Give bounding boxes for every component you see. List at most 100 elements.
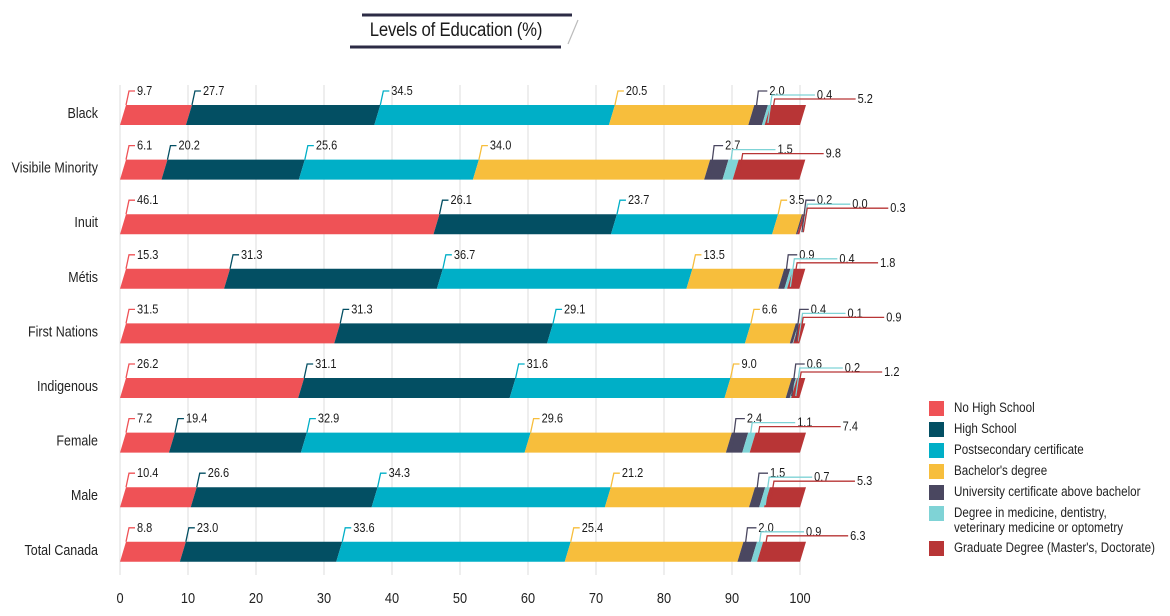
data-label: 23.0 <box>197 521 219 535</box>
bar-segment <box>334 323 554 344</box>
data-label: 0.2 <box>817 194 832 208</box>
category-label: Black <box>68 105 99 121</box>
bar-segment <box>433 214 617 235</box>
label-leader <box>767 94 815 124</box>
bar-segment <box>168 432 307 453</box>
legend-item: Postsecondary certificate <box>929 442 1170 458</box>
legend-swatch <box>929 443 944 458</box>
label-leader <box>691 254 702 269</box>
data-label: 15.3 <box>137 248 159 262</box>
data-label: 19.4 <box>186 412 208 426</box>
category-label: Visibile Minority <box>12 160 99 176</box>
label-leader <box>795 308 809 342</box>
bar-segment <box>120 268 231 289</box>
category-label: Male <box>71 487 98 503</box>
bar-segment <box>608 105 755 125</box>
title-decoration <box>350 13 579 49</box>
data-label: 31.6 <box>527 357 549 371</box>
bar-segment <box>757 541 806 562</box>
x-tick-label: 70 <box>589 589 603 606</box>
bar-segment <box>190 487 378 508</box>
data-label: 0.6 <box>807 357 823 371</box>
data-label: 3.5 <box>789 194 805 208</box>
bar-segment <box>547 323 751 344</box>
data-label: 0.4 <box>811 303 827 317</box>
label-leader <box>801 199 815 233</box>
bar-segment <box>298 159 479 180</box>
label-leader <box>709 144 724 178</box>
bar-segment <box>300 432 531 453</box>
data-label: 6.6 <box>762 303 778 317</box>
bar-segment <box>724 378 792 398</box>
data-label: 7.4 <box>843 420 859 434</box>
label-leader <box>125 90 135 106</box>
label-leader <box>610 472 620 488</box>
data-label: 31.3 <box>351 303 373 317</box>
label-leader <box>755 425 841 451</box>
bar-segment <box>778 268 791 289</box>
category-label: Total Canada <box>25 542 99 558</box>
chart-title-box: Levels of Education (%) <box>340 12 582 52</box>
bar-segment <box>120 214 440 235</box>
data-label: 5.2 <box>858 92 873 106</box>
data-label: 29.1 <box>564 303 585 317</box>
bar-segment <box>120 105 192 125</box>
data-label: 7.2 <box>137 412 152 426</box>
label-leader <box>306 417 316 433</box>
label-leader <box>738 152 824 178</box>
data-label: 25.4 <box>582 521 604 535</box>
bars <box>120 105 806 562</box>
data-label: 20.5 <box>626 84 648 98</box>
data-label: 29.6 <box>542 412 564 426</box>
label-leader <box>552 308 563 324</box>
bar-segment <box>185 105 381 125</box>
label-leader <box>570 527 580 542</box>
category-labels: Black Visibile Minority Inuit Métis First Na… <box>12 105 99 558</box>
data-label: 1.1 <box>797 416 812 430</box>
bar-segment <box>749 487 766 508</box>
label-leader <box>191 90 201 106</box>
bar-segment <box>120 541 186 562</box>
label-leader <box>229 254 240 269</box>
data-label: 25.6 <box>316 139 338 153</box>
bar-segment <box>763 487 806 508</box>
legend: No High School High School Postsecondary c… <box>929 400 1170 561</box>
label-leader <box>339 308 350 324</box>
data-label: 0.4 <box>817 88 833 102</box>
x-tick-label: 20 <box>249 589 263 606</box>
data-label: 6.1 <box>137 139 152 153</box>
label-leader <box>756 531 805 560</box>
bar-segment <box>789 323 799 344</box>
legend-label: Bachelor's degree <box>954 463 1048 478</box>
legend-item: University certificate above bachelor <box>929 484 1170 500</box>
data-label: 0.0 <box>852 198 868 212</box>
label-leader <box>442 254 452 269</box>
label-leader <box>125 144 135 160</box>
data-label: 31.1 <box>315 357 336 371</box>
legend-item: High School <box>929 421 1170 437</box>
data-label: 8.8 <box>137 521 153 535</box>
label-leader <box>802 207 889 233</box>
data-label: 26.6 <box>208 467 230 481</box>
label-leader <box>769 480 855 506</box>
label-leader <box>185 527 195 542</box>
bar-segment <box>120 432 175 453</box>
data-label: 13.5 <box>703 248 725 262</box>
bar-segment <box>772 214 802 235</box>
label-leader <box>783 254 798 287</box>
label-leader <box>303 363 314 379</box>
data-label: 31.3 <box>241 248 263 262</box>
bar-segment <box>564 541 744 562</box>
legend-swatch <box>929 485 944 500</box>
data-label: 9.0 <box>742 357 758 371</box>
data-label: 0.7 <box>814 471 829 485</box>
label-leader <box>174 417 184 433</box>
label-leader <box>125 308 135 324</box>
data-label: 34.5 <box>391 84 413 98</box>
label-leader <box>750 308 760 324</box>
data-label: 1.5 <box>770 467 786 481</box>
bar-segment <box>722 159 739 180</box>
legend-item: Graduate Degree (Master's, Doctorate) <box>929 540 1170 556</box>
bar-segment <box>472 159 711 180</box>
category-label: Métis <box>68 269 98 285</box>
